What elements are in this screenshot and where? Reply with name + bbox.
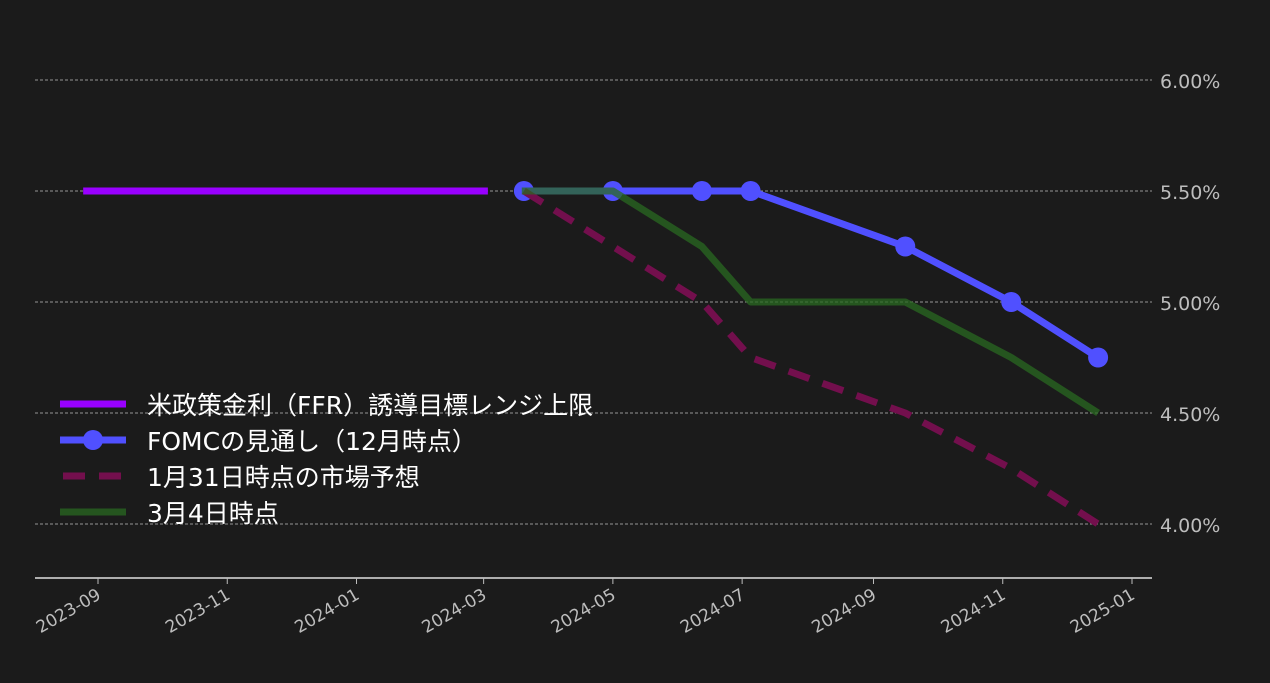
y-tick-label: 4.00% [1160, 515, 1220, 537]
x-tick-label: 2023-09 [33, 585, 105, 638]
data-point [1088, 347, 1109, 368]
data-point [895, 236, 916, 257]
legend-label: 米政策金利（FFR）誘導目標レンジ上限 [147, 391, 593, 420]
legend-label: FOMCの見通し（12月時点） [147, 427, 477, 456]
y-tick-label: 4.50% [1160, 404, 1220, 426]
x-tick-label: 2023-11 [162, 585, 234, 638]
x-tick-label: 2024-09 [808, 585, 880, 638]
data-point [691, 181, 712, 201]
x-tick-label: 2025-01 [1067, 585, 1139, 638]
legend-label: 1月31日時点の市場予想 [147, 463, 420, 492]
series-line-2 [523, 187, 1100, 361]
series-line-4 [521, 187, 1100, 416]
x-tick-label: 2024-03 [419, 585, 491, 638]
y-tick-label: 6.00% [1160, 71, 1220, 93]
legend-marker [83, 430, 103, 450]
x-tick-label: 2024-07 [677, 585, 749, 638]
x-tick-label: 2024-01 [291, 585, 363, 638]
x-tick-label: 2024-05 [548, 585, 620, 638]
y-tick-label: 5.00% [1160, 293, 1220, 315]
data-point [1001, 292, 1022, 312]
legend-label: 3月4日時点 [147, 499, 279, 528]
x-tick-label: 2024-11 [938, 585, 1010, 638]
y-tick-label: 5.50% [1160, 182, 1220, 204]
data-point [740, 181, 761, 201]
